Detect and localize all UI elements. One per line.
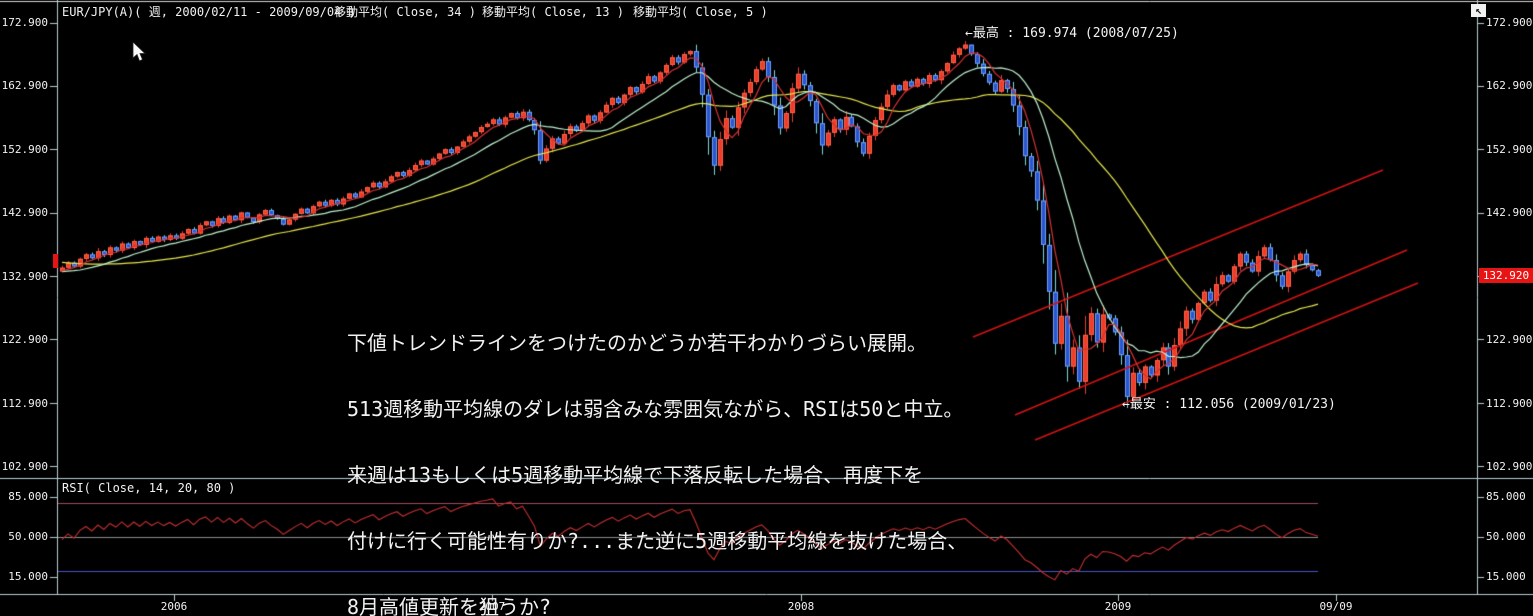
price-label-left-4: 132.900 <box>1 270 48 283</box>
header-instrument: EUR/JPY(A)( 週, 2000/02/11 - 2009/09/04 ) <box>62 5 356 19</box>
comment-line-1: 下値トレンドラインをつけたのかどうか若干わかりづらい展開。 <box>347 331 927 355</box>
price-label-right-1: 162.900 <box>1486 79 1533 92</box>
mouse-cursor-icon <box>132 42 146 62</box>
ma-legend-34: 移動平均( Close, 34 ) <box>334 5 476 19</box>
price-label-right-5: 122.900 <box>1486 333 1533 346</box>
timeline-label-2009: 2009 <box>1104 600 1132 613</box>
price-label-right-6: 112.900 <box>1486 397 1533 410</box>
comment-line-5: 8月高値更新を狙うか? <box>347 595 552 616</box>
price-label-right-0: 172.900 <box>1486 16 1533 29</box>
comment-line-2: 513週移動平均線のダレは弱含みな雰囲気ながら、RSIは50と中立。 <box>347 397 964 421</box>
price-label-left-1: 162.900 <box>1 79 48 92</box>
rsi-label-right-2: 15.000 <box>1486 570 1526 583</box>
comment-block: 下値トレンドラインをつけたのかどうか若干わかりづらい展開。 513週移動平均線の… <box>347 288 967 616</box>
timeline-label-2006: 2006 <box>160 600 188 613</box>
rsi-label-left-0: 85.000 <box>8 490 48 503</box>
price-label-right-2: 152.900 <box>1486 143 1533 156</box>
restore-pane-icon[interactable]: ↖ <box>1471 4 1486 17</box>
high-annotation: ←最高 : 169.974 (2008/07/25) <box>965 26 1179 41</box>
price-label-right-3: 142.900 <box>1486 206 1533 219</box>
comment-line-4: 付けに行く可能性有りか?...また逆に5週移動平均線を抜けた場合、 <box>347 529 968 553</box>
ma-legend-5: 移動平均( Close, 5 ) <box>633 5 768 19</box>
timeline-label-2008: 2008 <box>787 600 815 613</box>
price-label-right-7: 102.900 <box>1486 460 1533 473</box>
comment-line-3: 来週は13もしくは5週移動平均線で下落反転した場合、再度下を <box>347 463 924 487</box>
price-label-left-2: 152.900 <box>1 143 48 156</box>
rsi-label-left-2: 15.000 <box>8 570 48 583</box>
price-label-left-6: 112.900 <box>1 397 48 410</box>
price-label-left-3: 142.900 <box>1 206 48 219</box>
timeline-label-0909: 09/09 <box>1319 600 1353 613</box>
ma-legend-13: 移動平均( Close, 13 ) <box>482 5 624 19</box>
price-label-left-0: 172.900 <box>1 16 48 29</box>
price-label-left-5: 122.900 <box>1 333 48 346</box>
current-price-badge: 132.920 <box>1479 268 1533 283</box>
rsi-label-right-0: 85.000 <box>1486 490 1526 503</box>
low-annotation: ←最安 : 112.056 (2009/01/23) <box>1122 397 1336 412</box>
rsi-title: RSI( Close, 14, 20, 80 ) <box>62 481 236 495</box>
price-label-left-7: 102.900 <box>1 460 48 473</box>
rsi-label-left-1: 50.000 <box>8 530 48 543</box>
left-price-tick <box>53 254 58 268</box>
timeline-label-2007: 2007 <box>478 600 506 613</box>
rsi-label-right-1: 50.000 <box>1486 530 1526 543</box>
